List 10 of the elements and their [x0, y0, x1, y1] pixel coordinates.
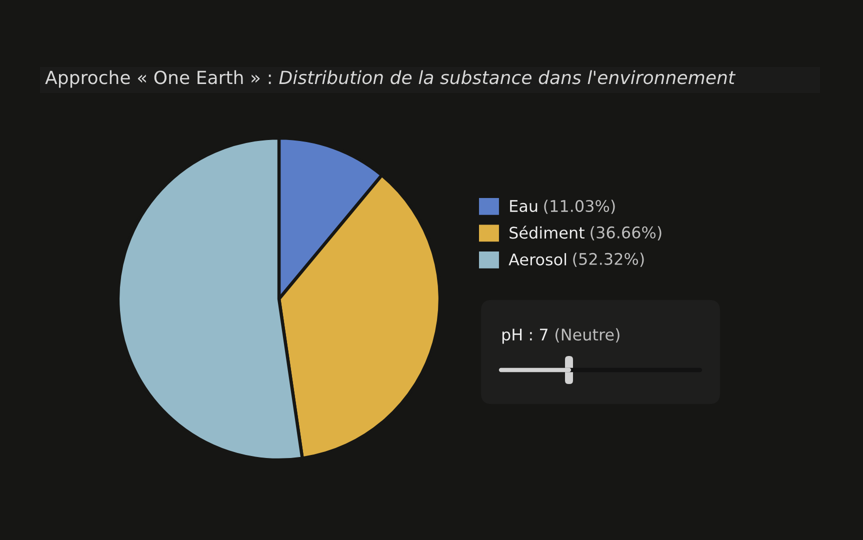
- text: pH : 7: [502, 328, 548, 344]
- legend-label: Aerosol: [508, 253, 566, 266]
- chart-subtitle: Distribution de la substance dans l'environnement: [279, 70, 736, 84]
- chart-title: Approche « One Earth » :: [45, 70, 271, 88]
- legend-label: Eau: [510, 200, 538, 212]
- data-label: (11.03%): [544, 200, 615, 214]
- text: (Neutre): [556, 328, 620, 343]
- data-label: (52.32%): [573, 252, 644, 267]
- legend-label: Sédiment: [510, 226, 584, 239]
- data-label: (36.66%): [590, 226, 662, 240]
